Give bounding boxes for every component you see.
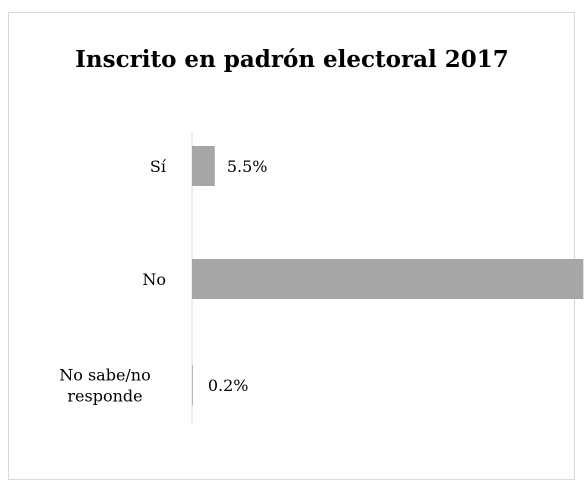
value-label-0: 5.5% [227, 157, 268, 176]
category-label-line: No [142, 270, 166, 289]
category-label-1: No [142, 270, 166, 289]
value-label-2: 0.2% [208, 376, 249, 395]
chart-frame [8, 12, 575, 480]
bar-2 [192, 365, 193, 405]
bar-1 [192, 259, 584, 299]
bar-0 [192, 146, 215, 186]
category-label-2: No sabe/no responde [59, 366, 151, 406]
category-label-line: responde [67, 387, 142, 406]
category-label-line: Sí [150, 157, 167, 176]
category-label-0: Sí [150, 157, 167, 176]
category-label-line: No sabe/no [59, 366, 151, 385]
chart-title: Inscrito en padrón electoral 2017 [75, 46, 509, 73]
